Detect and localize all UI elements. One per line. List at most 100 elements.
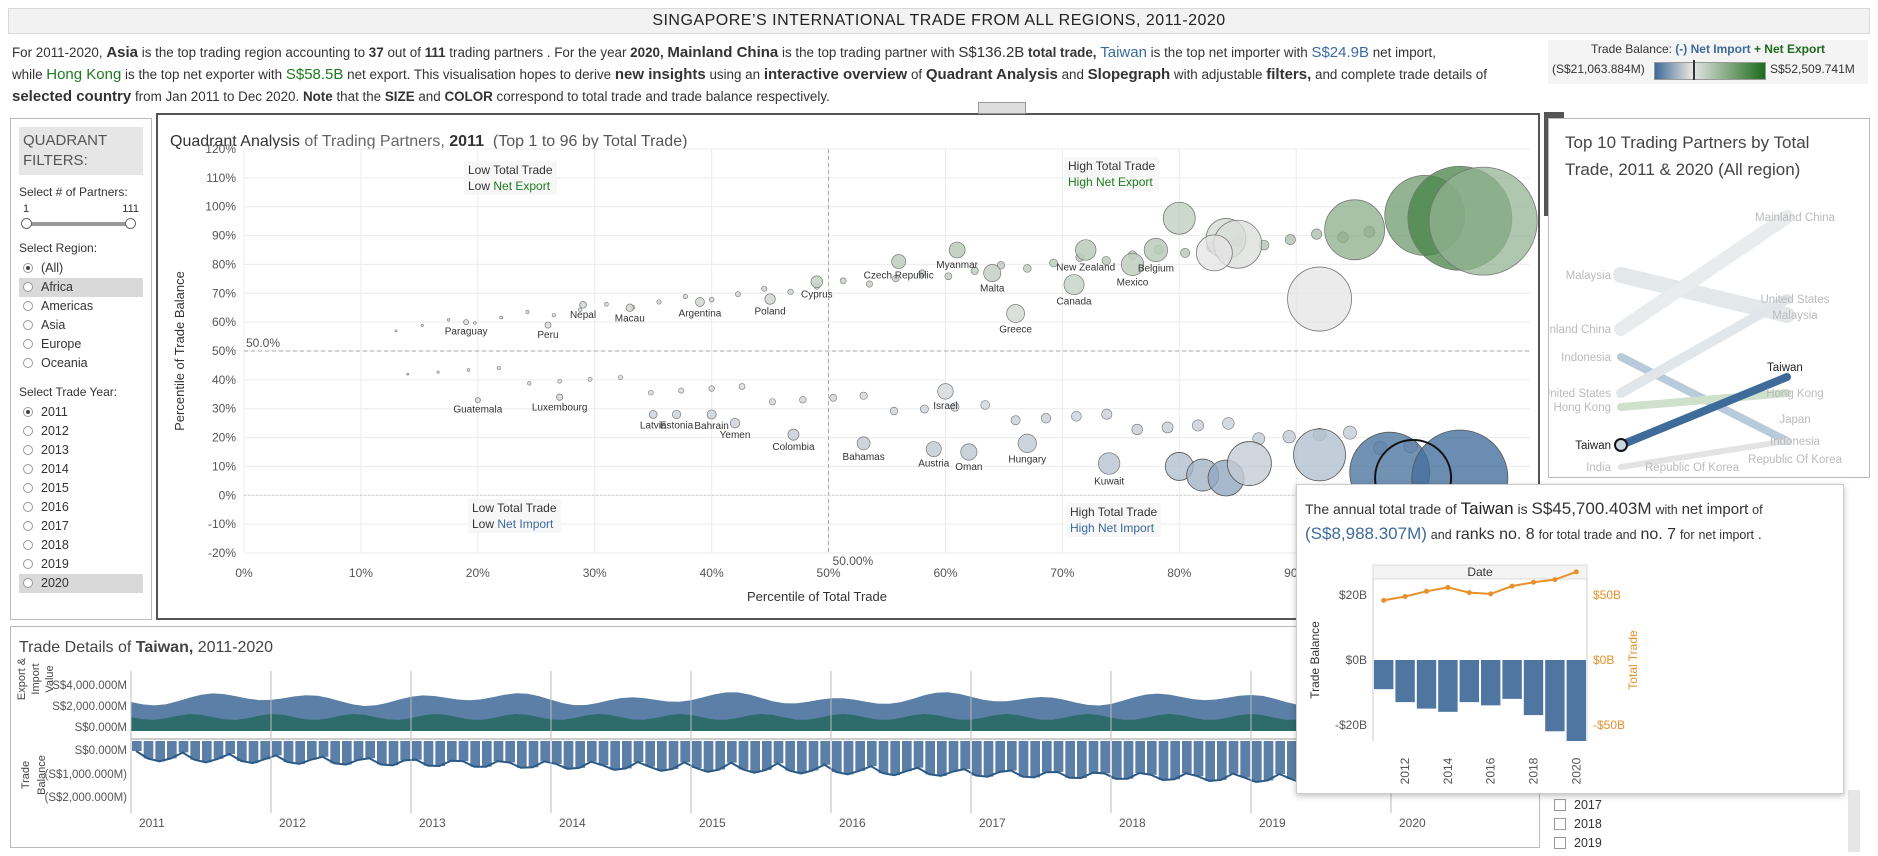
- region-option-oceania[interactable]: Oceania: [19, 354, 143, 373]
- region-option-americas[interactable]: Americas: [19, 297, 143, 316]
- trade-balance-bar: [552, 741, 562, 764]
- year-option-2017[interactable]: 2017: [19, 517, 143, 536]
- x-tick-label: 2016: [1484, 757, 1498, 784]
- radio-icon[interactable]: [23, 483, 33, 493]
- radio-icon[interactable]: [23, 358, 33, 368]
- slope-line: [1617, 389, 1791, 411]
- y-axis-title-bottom: Trade: [20, 761, 32, 789]
- radio-icon[interactable]: [23, 426, 33, 436]
- scatter-bubble: [625, 303, 634, 312]
- radio-icon[interactable]: [23, 559, 33, 569]
- radio-icon[interactable]: [23, 301, 33, 311]
- trade-balance-bar: [493, 741, 504, 762]
- checkbox-icon[interactable]: [1554, 818, 1566, 830]
- radio-icon[interactable]: [23, 578, 33, 588]
- radio-icon[interactable]: [23, 502, 33, 512]
- trade-balance-bar: [575, 741, 585, 768]
- trade-balance-bar: [528, 741, 539, 768]
- x-tick-label: 2013: [419, 816, 446, 830]
- trade-balance-bar: [1374, 660, 1394, 690]
- legend-max: S$52,509.741M: [1770, 62, 1855, 76]
- partners-slider-track[interactable]: [25, 222, 131, 226]
- region-radio-list: (All) Africa Americas Asia Europe Oceania: [11, 259, 151, 373]
- scatter-bubble: [1101, 256, 1111, 266]
- trade-balance-bar: [213, 741, 224, 759]
- trade-details-chart[interactable]: Export & Import Value Trade Balance S$4,000.0…: [11, 627, 1539, 847]
- scatter-bubble: [960, 443, 978, 461]
- trade-balance-bar: [773, 741, 784, 764]
- trade-balance-bar: [843, 741, 854, 775]
- radio-icon[interactable]: [23, 282, 33, 292]
- slope-line: [1618, 438, 1790, 470]
- year-option-2015[interactable]: 2015: [19, 479, 143, 498]
- region-option-africa[interactable]: Africa: [19, 278, 143, 297]
- trade-balance-bar: [1158, 741, 1169, 780]
- region-option-europe[interactable]: Europe: [19, 335, 143, 354]
- scatter-bubble: [1284, 234, 1296, 245]
- radio-icon[interactable]: [23, 445, 33, 455]
- bubble-label: Yemen: [720, 430, 751, 441]
- year-option-2011[interactable]: 2011: [19, 403, 143, 422]
- partners-min: 1: [23, 203, 30, 215]
- region-option-label: Europe: [41, 337, 82, 351]
- year-option-label: 2018: [41, 538, 69, 552]
- y-tick-label: S$4,000.000M: [52, 680, 127, 692]
- bubble-label: Peru: [537, 330, 558, 341]
- scatter-bubble: [891, 254, 907, 269]
- partners-label: Select # of Partners:: [19, 185, 128, 199]
- scatter-bubble: [735, 291, 741, 298]
- scatter-bubble: [527, 381, 532, 386]
- year-checkbox-item[interactable]: 2017: [1554, 796, 1854, 815]
- large-bubble: [1324, 199, 1386, 261]
- trade-balance-bar: [680, 741, 690, 763]
- bubble-label: Argentina: [679, 308, 722, 319]
- radio-icon[interactable]: [23, 407, 33, 417]
- scatter-bubble: [678, 387, 685, 394]
- year-option-2018[interactable]: 2018: [19, 536, 143, 555]
- y-tick-label: (S$2,000.000M): [45, 792, 128, 804]
- trade-balance-bar: [132, 741, 142, 751]
- checkbox-icon[interactable]: [1554, 799, 1566, 811]
- x-tick-label: 2017: [979, 816, 1006, 830]
- checkbox-label: 2019: [1574, 836, 1602, 850]
- radio-icon[interactable]: [23, 521, 33, 531]
- region-option-asia[interactable]: Asia: [19, 316, 143, 335]
- checkbox-icon[interactable]: [1554, 837, 1566, 849]
- radio-icon[interactable]: [23, 540, 33, 550]
- year-checkbox-item[interactable]: 2018: [1554, 815, 1854, 834]
- bubble-label: Belgium: [1138, 264, 1174, 275]
- year-option-2020[interactable]: 2020: [19, 574, 143, 593]
- year-checkbox-item[interactable]: 2019: [1554, 834, 1854, 853]
- radio-icon[interactable]: [23, 339, 33, 349]
- radio-icon[interactable]: [23, 263, 33, 273]
- year-option-2016[interactable]: 2016: [19, 498, 143, 517]
- slopegraph-chart[interactable]: Malaysia Mainland China Indonesia United St…: [1549, 119, 1869, 477]
- year-option-2019[interactable]: 2019: [19, 555, 143, 574]
- trade-balance-bar: [202, 741, 212, 763]
- trade-balance-bar: [855, 741, 865, 771]
- bubble-label: Israel: [933, 401, 957, 412]
- slope-left-label: India: [1586, 462, 1612, 474]
- trade-balance-bar: [260, 741, 270, 760]
- year-option-2012[interactable]: 2012: [19, 422, 143, 441]
- scatter-bubble: [436, 370, 440, 374]
- partners-slider-max-handle[interactable]: [125, 218, 136, 229]
- radio-icon[interactable]: [23, 464, 33, 474]
- legend-zero-marker: [1693, 60, 1695, 80]
- partners-slider-min-handle[interactable]: [21, 218, 32, 229]
- trade-balance-bar: [1123, 741, 1134, 779]
- radio-icon[interactable]: [23, 320, 33, 330]
- trade-balance-bar: [458, 741, 469, 762]
- year-option-2013[interactable]: 2013: [19, 441, 143, 460]
- scatter-bubble: [1282, 430, 1296, 444]
- scatter-bubble: [892, 274, 900, 283]
- year-option-2014[interactable]: 2014: [19, 460, 143, 479]
- drag-handle[interactable]: [978, 102, 1026, 114]
- quadrant-label-top-right: High Total Trade High Net Export: [1064, 157, 1160, 191]
- year-option-label: 2011: [41, 405, 68, 419]
- scrollbar[interactable]: [1848, 790, 1860, 852]
- slope-right-label: Malaysia: [1772, 310, 1818, 322]
- region-option-all[interactable]: (All): [19, 259, 143, 278]
- quadrant-filters-panel: QUADRANT FILTERS: Select # of Partners: …: [10, 118, 152, 620]
- scatter-bubble: [983, 264, 1002, 282]
